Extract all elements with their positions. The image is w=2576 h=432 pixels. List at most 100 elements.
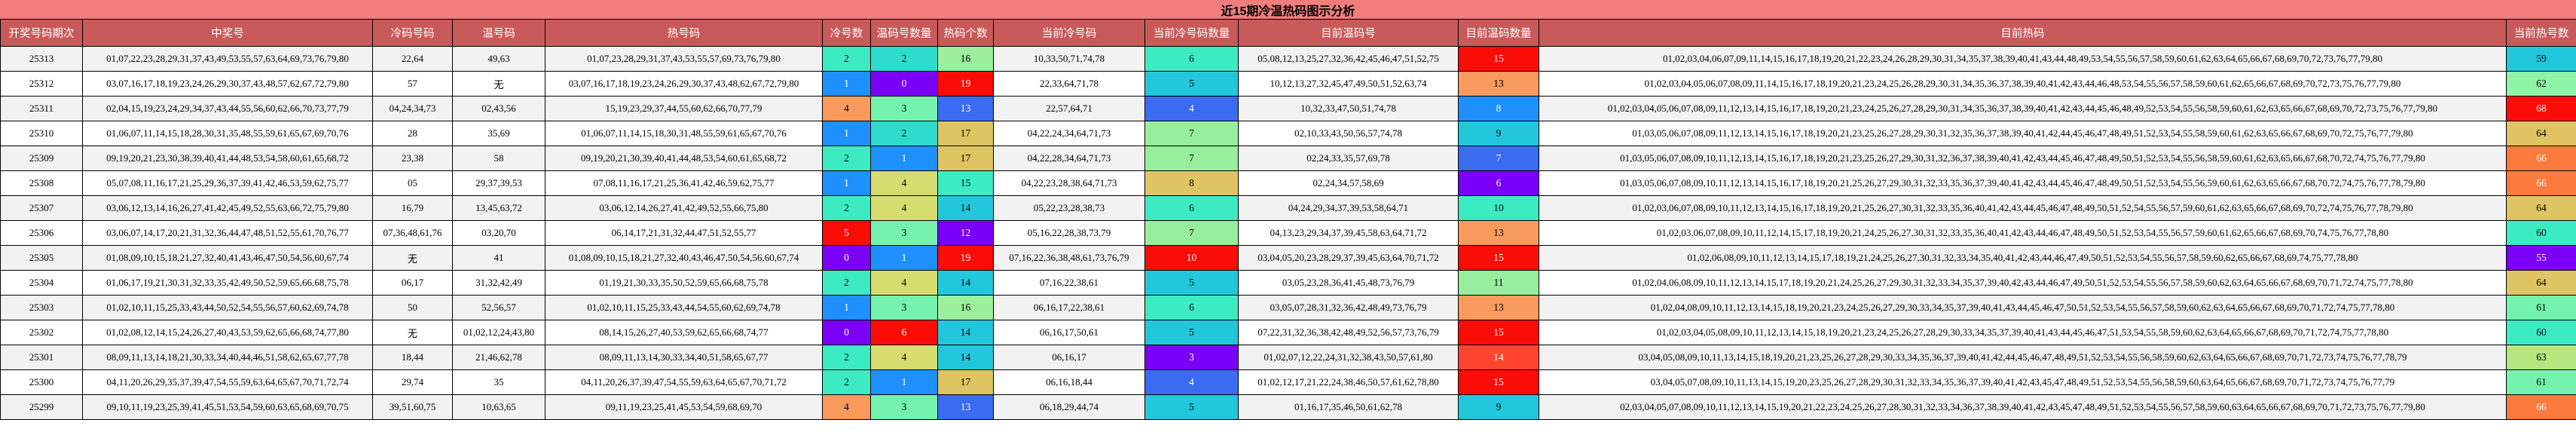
cell-cur_cold: 06,16,17,50,61 xyxy=(993,320,1145,345)
table-row: 25304 01,06,17,19,21,30,31,32,33,35,42,49… xyxy=(0,270,2576,296)
cell-cur_cold_count: 5 xyxy=(1144,71,1239,97)
cell-warm_count: 3 xyxy=(870,394,938,420)
cell-cur_cold: 04,22,24,34,64,71,73 xyxy=(993,121,1145,146)
cell-cold: 23,38 xyxy=(372,146,453,171)
cell-hot_count: 15 xyxy=(937,170,994,196)
cell-cur_hot: 01,02,04,06,08,09,10,11,12,13,14,15,17,1… xyxy=(1539,270,2507,296)
cell-cur_hot_count: 60 xyxy=(2506,320,2576,345)
cell-cur_hot_count: 60 xyxy=(2506,220,2576,246)
cell-cur_cold_count: 3 xyxy=(1144,345,1239,370)
cell-cur_warm_count: 13 xyxy=(1458,220,1539,246)
cell-cur_hot_count: 61 xyxy=(2506,295,2576,320)
cell-cur_hot: 01,02,03,06,07,08,09,10,11,12,13,14,15,1… xyxy=(1539,195,2507,221)
cell-cold: 22,64 xyxy=(372,46,453,72)
cell-hot_count: 14 xyxy=(937,345,994,370)
cell-cold: 06,17 xyxy=(372,270,453,296)
column-header-hot: 热号码 xyxy=(545,19,823,47)
cell-cur_hot: 02,03,04,05,07,08,09,10,11,12,13,14,15,1… xyxy=(1539,394,2507,420)
cell-warm_count: 3 xyxy=(870,96,938,121)
column-header-cur_cold: 当前冷号码 xyxy=(993,19,1145,47)
cell-cur_cold: 04,22,23,28,38,64,71,73 xyxy=(993,170,1145,196)
cell-cur_cold_count: 5 xyxy=(1144,320,1239,345)
cell-cur_warm: 05,08,12,13,25,27,32,36,42,45,46,47,51,5… xyxy=(1238,46,1459,72)
cell-cur_cold: 06,16,17,22,38,61 xyxy=(993,295,1145,320)
table-row: 25307 03,06,12,13,14,16,26,27,41,42,45,49… xyxy=(0,195,2576,221)
cell-warm: 21,46,62,78 xyxy=(452,345,545,370)
cell-warm_count: 4 xyxy=(870,195,938,221)
cell-cur_cold_count: 4 xyxy=(1144,96,1239,121)
column-header-cold_count: 冷号数 xyxy=(822,19,871,47)
cell-winning: 01,02,10,11,15,25,33,43,44,50,52,54,55,5… xyxy=(82,295,373,320)
cell-hot_count: 12 xyxy=(937,220,994,246)
table-row: 25306 03,06,07,14,17,20,21,31,32,36,44,47… xyxy=(0,220,2576,246)
cell-cur_hot_count: 55 xyxy=(2506,245,2576,271)
column-header-cur_warm_count: 目前温码数量 xyxy=(1458,19,1539,47)
cell-winning: 04,11,20,26,29,35,37,39,47,54,55,59,63,6… xyxy=(82,369,373,395)
cell-cold_count: 1 xyxy=(822,295,871,320)
table-row: 25303 01,02,10,11,15,25,33,43,44,50,52,54… xyxy=(0,295,2576,320)
cell-cur_warm: 03,04,05,20,23,28,29,37,39,45,63,64,70,7… xyxy=(1238,245,1459,271)
cell-hot: 15,19,23,29,37,44,55,60,62,66,70,77,79 xyxy=(545,96,823,121)
cell-warm: 13,45,63,72 xyxy=(452,195,545,221)
cell-cold: 18,44 xyxy=(372,345,453,370)
cell-cur_cold: 05,16,22,28,38,73,79 xyxy=(993,220,1145,246)
cell-cur_cold: 06,16,17 xyxy=(993,345,1145,370)
cell-period: 25300 xyxy=(0,369,83,395)
column-header-cold: 冷码号码 xyxy=(372,19,453,47)
cell-cur_hot: 01,03,05,06,07,08,09,11,12,13,14,15,16,1… xyxy=(1539,121,2507,146)
cell-hot_count: 13 xyxy=(937,96,994,121)
cell-hot: 01,07,23,28,29,31,37,43,53,55,57,69,73,7… xyxy=(545,46,823,72)
cell-winning: 03,07,16,17,18,19,23,24,26,29,30,37,43,4… xyxy=(82,71,373,97)
analysis-table: 开奖号码期次 中奖号 冷码号码 温号码 热号码 冷号数 温码号数量 热码个数 当前冷号码 当前冷号… xyxy=(0,19,2576,420)
cell-cur_cold_count: 7 xyxy=(1144,146,1239,171)
cell-cur_cold: 04,22,28,34,64,71,73 xyxy=(993,146,1145,171)
cell-cold: 39,51,60,75 xyxy=(372,394,453,420)
cell-warm: 02,43,56 xyxy=(452,96,545,121)
cell-period: 25308 xyxy=(0,170,83,196)
cell-cold_count: 2 xyxy=(822,146,871,171)
cell-cold_count: 2 xyxy=(822,369,871,395)
cell-cur_warm_count: 13 xyxy=(1458,71,1539,97)
cell-cold_count: 0 xyxy=(822,320,871,345)
cell-cur_warm_count: 8 xyxy=(1458,96,1539,121)
cell-cur_cold_count: 7 xyxy=(1144,121,1239,146)
cell-hot_count: 17 xyxy=(937,369,994,395)
cell-hot: 07,08,11,16,17,21,25,36,41,42,46,59,62,7… xyxy=(545,170,823,196)
cell-warm_count: 6 xyxy=(870,320,938,345)
cell-warm_count: 0 xyxy=(870,71,938,97)
table-row: 25313 01,07,22,23,28,29,31,37,43,49,53,55… xyxy=(0,46,2576,72)
cell-cur_warm_count: 15 xyxy=(1458,46,1539,72)
cell-cur_cold: 07,16,22,38,61 xyxy=(993,270,1145,296)
cell-cur_hot_count: 61 xyxy=(2506,369,2576,395)
cell-cur_warm_count: 10 xyxy=(1458,195,1539,221)
cell-cold: 05 xyxy=(372,170,453,196)
cell-cur_hot_count: 66 xyxy=(2506,394,2576,420)
cell-cold_count: 4 xyxy=(822,96,871,121)
table-row: 25302 01,02,08,12,14,15,24,26,27,40,43,53… xyxy=(0,320,2576,345)
cell-hot_count: 17 xyxy=(937,121,994,146)
cell-period: 25305 xyxy=(0,245,83,271)
cell-hot: 09,11,19,23,25,41,45,53,54,59,68,69,70 xyxy=(545,394,823,420)
table-row: 25305 01,08,09,10,15,18,21,27,32,40,41,43… xyxy=(0,245,2576,271)
cell-warm: 58 xyxy=(452,146,545,171)
cell-warm: 29,37,39,53 xyxy=(452,170,545,196)
cell-cur_warm_count: 6 xyxy=(1458,170,1539,196)
cell-warm: 03,20,70 xyxy=(452,220,545,246)
table-row: 25310 01,06,07,11,14,15,18,28,30,31,35,48… xyxy=(0,121,2576,146)
cell-cur_warm: 10,32,33,47,50,51,74,78 xyxy=(1238,96,1459,121)
column-header-warm_count: 温码号数量 xyxy=(870,19,938,47)
cell-winning: 03,06,12,13,14,16,26,27,41,42,45,49,52,5… xyxy=(82,195,373,221)
cell-cur_hot: 03,04,05,08,09,10,11,13,14,15,18,19,20,2… xyxy=(1539,345,2507,370)
cell-cold: 07,36,48,61,76 xyxy=(372,220,453,246)
cell-period: 25301 xyxy=(0,345,83,370)
cell-cur_cold_count: 7 xyxy=(1144,220,1239,246)
cell-cur_warm_count: 11 xyxy=(1458,270,1539,296)
cell-warm_count: 2 xyxy=(870,46,938,72)
cell-cur_cold: 22,33,64,71,78 xyxy=(993,71,1145,97)
cell-cur_cold: 22,57,64,71 xyxy=(993,96,1145,121)
cell-period: 25299 xyxy=(0,394,83,420)
cell-cur_warm: 01,02,07,12,22,24,31,32,38,43,50,57,61,8… xyxy=(1238,345,1459,370)
cell-winning: 09,10,11,19,23,25,39,41,45,51,53,54,59,6… xyxy=(82,394,373,420)
cell-cur_warm: 02,10,33,43,50,56,57,74,78 xyxy=(1238,121,1459,146)
cell-hot_count: 14 xyxy=(937,270,994,296)
